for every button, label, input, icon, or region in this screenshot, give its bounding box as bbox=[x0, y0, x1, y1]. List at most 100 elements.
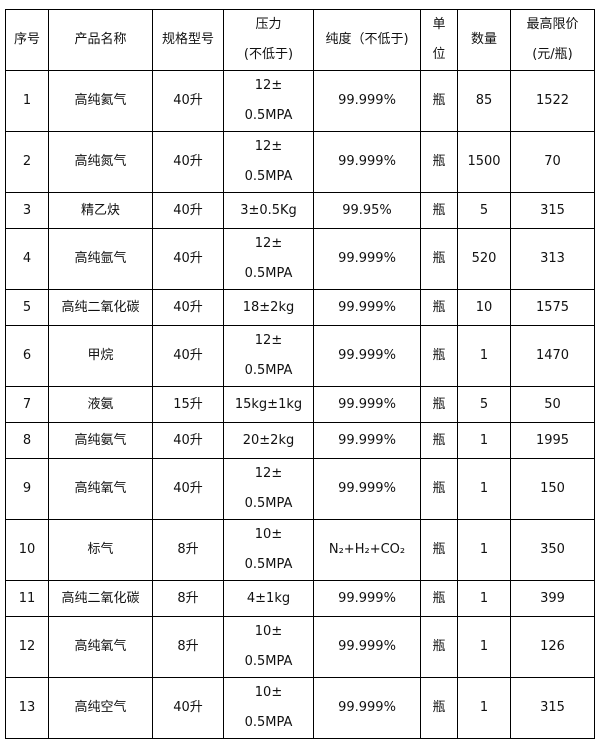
cell-product-name: 高纯氨气 bbox=[48, 422, 153, 459]
cell-spec: 40升 bbox=[152, 289, 224, 326]
cell-product-name: 高纯氩气 bbox=[48, 228, 153, 290]
cell-no: 13 bbox=[5, 677, 49, 739]
pressure-line: 10± bbox=[254, 685, 283, 700]
cell-quantity: 1 bbox=[457, 325, 511, 387]
cell-max-price: 313 bbox=[510, 228, 595, 290]
cell-spec: 15升 bbox=[152, 386, 224, 423]
table-row: 7 液氨 15升 15kg±1kg 99.999% 瓶 5 50 bbox=[5, 386, 595, 423]
header-text: 序号 bbox=[13, 32, 40, 47]
cell-no: 3 bbox=[5, 192, 49, 229]
cell-max-price: 1575 bbox=[510, 289, 595, 326]
cell-pressure: 10± 0.5MPA bbox=[223, 616, 314, 678]
cell-unit: 瓶 bbox=[420, 228, 458, 290]
pressure-line: 0.5MPA bbox=[244, 496, 293, 511]
cell-unit: 瓶 bbox=[420, 519, 458, 581]
header-text: 产品名称 bbox=[74, 32, 127, 47]
cell-unit: 瓶 bbox=[420, 580, 458, 617]
cell-max-price: 1470 bbox=[510, 325, 595, 387]
cell-purity: 99.999% bbox=[313, 289, 421, 326]
header-row: 序号 产品名称 规格型号 压力 (不低于) 纯度（不低于) 单位数量 最高限价 (元/瓶) bbox=[5, 9, 595, 71]
cell-product-name: 高纯二氧化碳 bbox=[48, 289, 153, 326]
header-text: 位 bbox=[432, 47, 446, 62]
cell-spec: 40升 bbox=[152, 192, 224, 229]
cell-max-price: 350 bbox=[510, 519, 595, 581]
cell-product-name: 液氨 bbox=[48, 386, 153, 423]
pressure-line: 0.5MPA bbox=[244, 715, 293, 730]
cell-quantity: 5 bbox=[457, 192, 511, 229]
header-text: 数量 bbox=[470, 32, 497, 47]
cell-no: 11 bbox=[5, 580, 49, 617]
cell-purity: 99.999% bbox=[313, 458, 421, 520]
table-body: 1 高纯氦气 40升 12± 0.5MPA 99.999% 瓶 85 1522 2 高纯氮气 40升 1… bbox=[5, 70, 595, 739]
header-text: 规格型号 bbox=[161, 32, 214, 47]
table-row: 13 高纯空气 40升 10± 0.5MPA 99.999% 瓶 1 315 bbox=[5, 677, 595, 739]
cell-quantity: 1 bbox=[457, 422, 511, 459]
table-row: 3 精乙炔 40升 3±0.5Kg 99.95% 瓶 5 315 bbox=[5, 192, 595, 229]
cell-quantity: 5 bbox=[457, 386, 511, 423]
cell-max-price: 70 bbox=[510, 131, 595, 193]
pressure-line: 12± bbox=[254, 139, 283, 154]
cell-spec: 8升 bbox=[152, 519, 224, 581]
cell-purity: 99.999% bbox=[313, 677, 421, 739]
cell-quantity: 1 bbox=[457, 580, 511, 617]
header-text: 压力 bbox=[255, 17, 282, 32]
pressure-line: 0.5MPA bbox=[244, 169, 293, 184]
header-quantity: 数量 bbox=[457, 9, 511, 71]
cell-pressure: 12± 0.5MPA bbox=[223, 228, 314, 290]
table-row: 4 高纯氩气 40升 12± 0.5MPA 99.999% 瓶 520 313 bbox=[5, 228, 595, 290]
cell-no: 1 bbox=[5, 70, 49, 132]
pressure-line: 0.5MPA bbox=[244, 266, 293, 281]
cell-no: 9 bbox=[5, 458, 49, 520]
cell-quantity: 10 bbox=[457, 289, 511, 326]
cell-no: 8 bbox=[5, 422, 49, 459]
pressure-line: 10± bbox=[254, 527, 283, 542]
cell-spec: 40升 bbox=[152, 228, 224, 290]
cell-product-name: 高纯二氧化碳 bbox=[48, 580, 153, 617]
cell-product-name: 高纯氮气 bbox=[48, 131, 153, 193]
cell-quantity: 85 bbox=[457, 70, 511, 132]
cell-spec: 40升 bbox=[152, 677, 224, 739]
cell-no: 5 bbox=[5, 289, 49, 326]
cell-pressure: 12± 0.5MPA bbox=[223, 70, 314, 132]
cell-no: 10 bbox=[5, 519, 49, 581]
cell-purity: 99.999% bbox=[313, 131, 421, 193]
cell-purity: 99.999% bbox=[313, 70, 421, 132]
table-row: 6 甲烷 40升 12± 0.5MPA 99.999% 瓶 1 1470 bbox=[5, 325, 595, 387]
cell-max-price: 50 bbox=[510, 386, 595, 423]
pressure-line: 20±2kg bbox=[242, 432, 295, 448]
table-row: 10 标气 8升 10± 0.5MPA N₂+H₂+CO₂ 瓶 1 350 bbox=[5, 519, 595, 581]
cell-pressure: 12± 0.5MPA bbox=[223, 458, 314, 520]
cell-spec: 8升 bbox=[152, 616, 224, 678]
table-row: 8 高纯氨气 40升 20±2kg 99.999% 瓶 1 1995 bbox=[5, 422, 595, 459]
cell-unit: 瓶 bbox=[420, 289, 458, 326]
cell-max-price: 399 bbox=[510, 580, 595, 617]
cell-max-price: 1522 bbox=[510, 70, 595, 132]
pressure-line: 15kg±1kg bbox=[234, 396, 303, 412]
cell-purity: 99.999% bbox=[313, 228, 421, 290]
header-text: (不低于) bbox=[243, 47, 294, 62]
header-text: 单 bbox=[432, 17, 446, 32]
cell-purity: 99.95% bbox=[313, 192, 421, 229]
cell-max-price: 1995 bbox=[510, 422, 595, 459]
cell-quantity: 1500 bbox=[457, 131, 511, 193]
cell-no: 2 bbox=[5, 131, 49, 193]
pressure-line: 12± bbox=[254, 466, 283, 481]
header-spec: 规格型号 bbox=[152, 9, 224, 71]
pressure-line: 0.5MPA bbox=[244, 108, 293, 123]
header-purity: 纯度（不低于) bbox=[313, 9, 421, 71]
cell-unit: 瓶 bbox=[420, 677, 458, 739]
cell-spec: 40升 bbox=[152, 422, 224, 459]
table-row: 5 高纯二氧化碳 40升 18±2kg 99.999% 瓶 10 1575 bbox=[5, 289, 595, 326]
cell-unit: 瓶 bbox=[420, 386, 458, 423]
cell-max-price: 315 bbox=[510, 677, 595, 739]
table-row: 9 高纯氧气 40升 12± 0.5MPA 99.999% 瓶 1 150 bbox=[5, 458, 595, 520]
cell-unit: 瓶 bbox=[420, 616, 458, 678]
cell-unit: 瓶 bbox=[420, 458, 458, 520]
cell-unit: 瓶 bbox=[420, 422, 458, 459]
pressure-line: 3±0.5Kg bbox=[240, 202, 297, 218]
cell-product-name: 高纯氦气 bbox=[48, 70, 153, 132]
cell-unit: 瓶 bbox=[420, 131, 458, 193]
cell-pressure: 18±2kg bbox=[223, 289, 314, 326]
pressure-line: 12± bbox=[254, 333, 283, 348]
